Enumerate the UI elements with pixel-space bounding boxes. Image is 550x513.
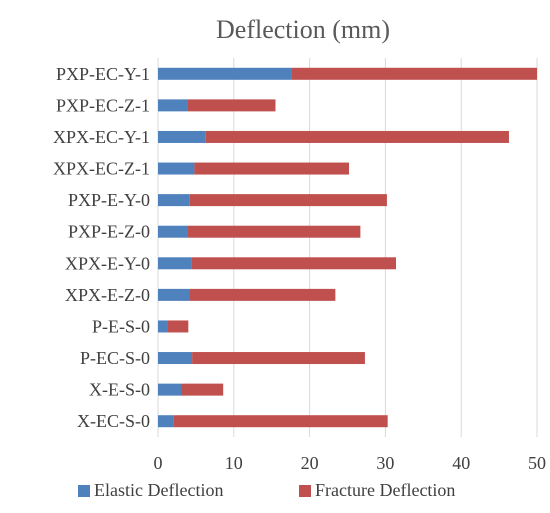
bar-fracture xyxy=(181,383,224,396)
chart-title: Deflection (mm) xyxy=(216,15,390,44)
bar-fracture xyxy=(194,162,350,175)
x-tick-label: 0 xyxy=(154,453,163,473)
x-tick-label: 50 xyxy=(528,453,546,473)
category-label: PXP-E-Y-0 xyxy=(68,190,150,210)
bar-elastic xyxy=(158,194,190,207)
bar-fracture xyxy=(291,67,537,80)
bar-elastic xyxy=(158,288,190,301)
bar-fracture xyxy=(191,257,397,270)
bar-elastic xyxy=(158,415,174,428)
bar-fracture xyxy=(189,288,336,301)
bar-elastic xyxy=(158,225,188,238)
bar-elastic xyxy=(158,130,206,143)
category-label: P-E-S-0 xyxy=(92,316,150,336)
gridlines xyxy=(157,58,538,437)
bar-elastic xyxy=(158,99,188,112)
bar-fracture xyxy=(192,352,365,365)
bar-fracture xyxy=(173,415,388,428)
category-label: XPX-EC-Y-1 xyxy=(53,127,150,147)
category-label: XPX-EC-Z-1 xyxy=(53,159,150,179)
legend-label: Elastic Deflection xyxy=(94,480,223,500)
category-label: X-E-S-0 xyxy=(89,380,150,400)
bar-elastic xyxy=(158,383,182,396)
bar-elastic xyxy=(158,352,193,365)
legend-label: Fracture Deflection xyxy=(315,480,455,500)
bar-elastic xyxy=(158,257,192,270)
bar-elastic xyxy=(158,320,168,333)
x-tick-label: 40 xyxy=(452,453,470,473)
x-tick-label: 30 xyxy=(376,453,394,473)
legend-swatch xyxy=(299,485,311,497)
category-label: PXP-EC-Y-1 xyxy=(56,64,150,84)
bar-elastic xyxy=(158,162,195,175)
x-tick-label: 20 xyxy=(301,453,319,473)
bar-fracture xyxy=(167,320,189,333)
category-label: X-EC-S-0 xyxy=(77,411,150,431)
bar-fracture xyxy=(187,225,361,238)
category-labels: PXP-EC-Y-1 PXP-EC-Z-1 XPX-EC-Y-1 XPX-EC-Z-1… xyxy=(53,64,150,431)
bar-elastic xyxy=(158,67,292,80)
category-label: PXP-EC-Z-1 xyxy=(56,95,150,115)
x-axis-ticks: 0 10 20 30 40 50 xyxy=(154,453,547,473)
category-label: P-EC-S-0 xyxy=(80,348,150,368)
x-tick-label: 10 xyxy=(225,453,243,473)
category-label: PXP-E-Z-0 xyxy=(68,222,150,242)
legend: Elastic Deflection Fracture Deflection xyxy=(78,480,455,500)
bars xyxy=(158,67,537,428)
legend-swatch xyxy=(78,485,90,497)
bar-fracture xyxy=(189,194,387,207)
bar-fracture xyxy=(205,130,509,143)
category-label: XPX-E-Z-0 xyxy=(65,285,150,305)
bar-fracture xyxy=(187,99,276,112)
category-label: XPX-E-Y-0 xyxy=(65,253,150,273)
